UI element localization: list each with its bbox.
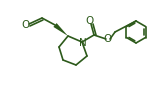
Text: O: O bbox=[22, 20, 30, 30]
Text: O: O bbox=[103, 34, 111, 44]
Text: N: N bbox=[79, 38, 87, 48]
Text: O: O bbox=[86, 16, 94, 26]
Polygon shape bbox=[53, 23, 68, 36]
